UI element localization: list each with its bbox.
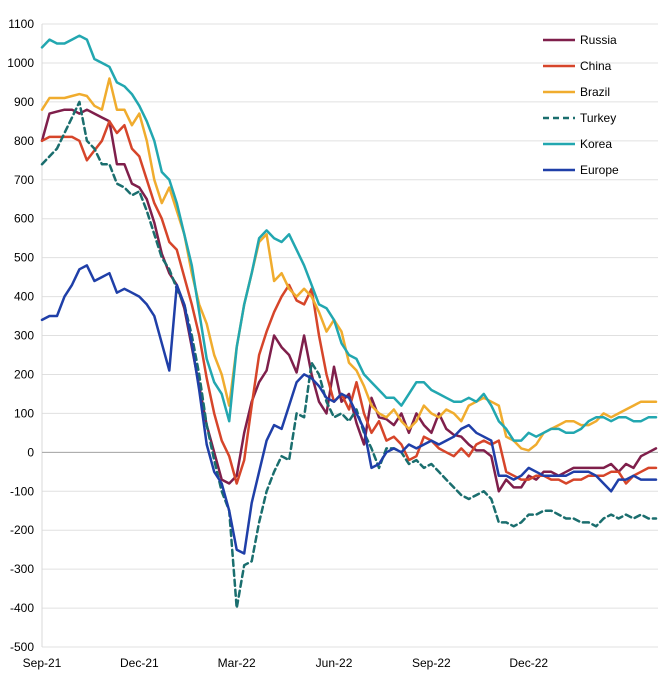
x-axis-ticks: Sep-21 Dec-21 Mar-22 Jun-22 Sep-22 Dec-22 xyxy=(23,656,549,670)
y-tick-label: 1000 xyxy=(7,56,34,70)
series-line-europe xyxy=(40,264,658,555)
y-tick-label: -500 xyxy=(10,640,34,654)
series-lines xyxy=(40,34,658,610)
y-tick-label: -400 xyxy=(10,601,34,615)
y-tick-label: -100 xyxy=(10,484,34,498)
y-tick-label: 500 xyxy=(14,251,34,265)
y-tick-label: 200 xyxy=(14,367,34,381)
series-line-turkey xyxy=(40,100,658,610)
legend-label-turkey: Turkey xyxy=(580,111,616,125)
series-line-brazil xyxy=(40,77,658,452)
y-tick-label: -300 xyxy=(10,562,34,576)
legend-label-europe: Europe xyxy=(580,163,619,177)
x-tick-label: Sep-21 xyxy=(23,656,62,670)
y-tick-label: 700 xyxy=(14,173,34,187)
x-tick-label: Dec-22 xyxy=(509,656,548,670)
y-tick-label: 600 xyxy=(14,212,34,226)
y-tick-label: 0 xyxy=(27,445,34,459)
series-line-russia xyxy=(40,108,658,493)
y-axis-ticks: 110010009008007006005004003002001000-100… xyxy=(7,17,34,654)
series-line-china xyxy=(40,120,658,485)
legend-label-russia: Russia xyxy=(580,33,617,47)
y-tick-label: 300 xyxy=(14,329,34,343)
y-tick-label: 900 xyxy=(14,95,34,109)
legend-label-china: China xyxy=(580,59,612,73)
series-line-korea xyxy=(40,34,658,442)
x-tick-label: Dec-21 xyxy=(120,656,159,670)
x-tick-label: Jun-22 xyxy=(316,656,353,670)
legend-label-korea: Korea xyxy=(580,137,612,151)
y-tick-label: -200 xyxy=(10,523,34,537)
x-tick-label: Mar-22 xyxy=(218,656,256,670)
y-tick-label: 400 xyxy=(14,290,34,304)
legend: Russia China Brazil Turkey Korea Europe xyxy=(543,33,619,177)
y-tick-label: 100 xyxy=(14,406,34,420)
legend-label-brazil: Brazil xyxy=(580,85,610,99)
y-tick-label: 800 xyxy=(14,134,34,148)
x-tick-label: Sep-22 xyxy=(412,656,451,670)
y-tick-label: 1100 xyxy=(8,17,34,31)
